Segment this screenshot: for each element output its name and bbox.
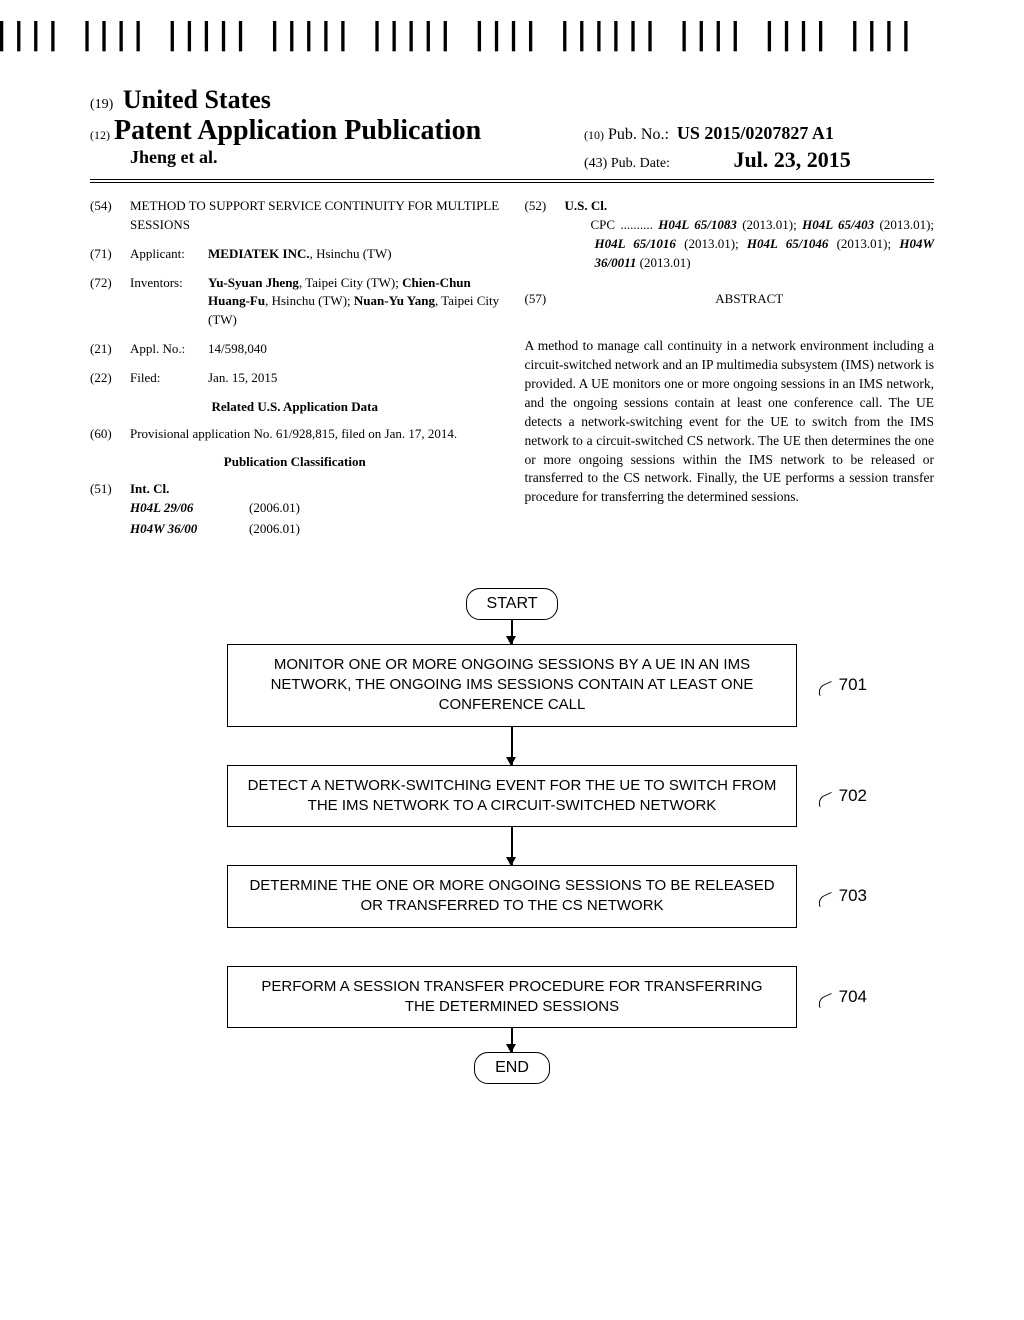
code-57: (57) (525, 290, 565, 309)
cpc4y: (2013.01); (837, 236, 892, 251)
flowchart-end: END (474, 1052, 550, 1084)
code-21: (21) (90, 340, 130, 359)
step2-box: DETECT A NETWORK-SWITCHING EVENT FOR THE… (227, 765, 797, 828)
biblio-right-col: (52) U.S. Cl. CPC .......... H04L 65/108… (525, 197, 935, 543)
code-72: (72) (90, 274, 130, 331)
header-block: (19) United States (12) Patent Applicati… (90, 85, 934, 173)
cpc3y: (2013.01); (684, 236, 739, 251)
code-60: (60) (90, 425, 130, 444)
provisional-item: (60) Provisional application No. 61/928,… (90, 425, 500, 444)
invention-title: METHOD TO SUPPORT SERVICE CONTINUITY FOR… (130, 197, 500, 235)
inventor1: Yu-Syuan Jheng (208, 275, 299, 290)
code-43: (43) (584, 156, 607, 171)
arrow-icon (511, 827, 513, 865)
code-22: (22) (90, 369, 130, 388)
step3-box: DETERMINE THE ONE OR MORE ONGOING SESSIO… (227, 865, 797, 928)
code-51: (51) (90, 480, 130, 541)
abstract-heading: ABSTRACT (565, 290, 935, 309)
appl-no-label: Appl. No.: (130, 340, 208, 359)
inventor3: Nuan-Yu Yang (354, 293, 435, 308)
step4-box: PERFORM A SESSION TRANSFER PROCEDURE FOR… (227, 966, 797, 1029)
cpc-prefix: CPC .......... (591, 217, 653, 232)
filed-label: Filed: (130, 369, 208, 388)
pub-no-label: Pub. No.: (608, 126, 669, 143)
cpc1y: (2013.01); (742, 217, 797, 232)
inventors-label: Inventors: (130, 274, 208, 331)
pub-date-label: Pub. Date: (611, 156, 670, 171)
code-10: (10) (584, 128, 604, 142)
publication-kind: Patent Application Publication (114, 115, 481, 146)
step1-box: MONITOR ONE OR MORE ONGOING SESSIONS BY … (227, 644, 797, 727)
flowchart-step-1: MONITOR ONE OR MORE ONGOING SESSIONS BY … (227, 644, 797, 727)
authors: Jheng et al. (90, 147, 584, 173)
applicant-loc: , Hsinchu (TW) (310, 246, 392, 261)
intcl-label: Int. Cl. (130, 480, 500, 499)
flowchart-start: START (466, 588, 559, 620)
code-52: (52) (525, 197, 565, 272)
filed-item: (22) Filed: Jan. 15, 2015 (90, 369, 500, 388)
flowchart-step-4: PERFORM A SESSION TRANSFER PROCEDURE FOR… (227, 966, 797, 1029)
inventor1-loc: , Taipei City (TW); (299, 275, 399, 290)
cpc1: H04L 65/1083 (658, 217, 737, 232)
pub-no: US 2015/0207827 A1 (677, 123, 834, 143)
cpc2: H04L 65/403 (802, 217, 874, 232)
flowchart-step-3: DETERMINE THE ONE OR MORE ONGOING SESSIO… (227, 865, 797, 928)
intcl2-code: H04W 36/00 (130, 520, 225, 539)
related-data-title: Related U.S. Application Data (90, 398, 500, 417)
step3-label: 703 (839, 886, 867, 906)
arrow-icon (511, 620, 513, 644)
applicant-label: Applicant: (130, 245, 208, 264)
intcl1-code: H04L 29/06 (130, 499, 225, 518)
applicant-name: MEDIATEK INC. (208, 246, 310, 261)
step4-label: 704 (839, 987, 867, 1007)
intcl1-year: (2006.01) (249, 499, 300, 518)
flowchart: START MONITOR ONE OR MORE ONGOING SESSIO… (90, 588, 934, 1084)
biblio-left-col: (54) METHOD TO SUPPORT SERVICE CONTINUIT… (90, 197, 500, 543)
barcode-text: US 20150207827A1 (0, 52, 914, 68)
cpc3: H04L 65/1016 (595, 236, 676, 251)
code-12: (12) (90, 128, 110, 142)
country-name: United States (123, 85, 271, 114)
divider-top2 (90, 182, 934, 183)
intcl-item: (51) Int. Cl. H04L 29/06 (2006.01) H04W … (90, 480, 500, 541)
provisional-text: Provisional application No. 61/928,815, … (130, 425, 500, 444)
applicant-item: (71) Applicant: MEDIATEK INC., Hsinchu (… (90, 245, 500, 264)
cpc-classifications: CPC .......... H04L 65/1083 (2013.01); H… (565, 216, 935, 273)
filed-date: Jan. 15, 2015 (208, 369, 500, 388)
flowchart-step-2: DETECT A NETWORK-SWITCHING EVENT FOR THE… (227, 765, 797, 828)
uscl-item: (52) U.S. Cl. CPC .......... H04L 65/108… (525, 197, 935, 272)
code-19: (19) (90, 97, 113, 112)
appl-no-item: (21) Appl. No.: 14/598,040 (90, 340, 500, 359)
title-item: (54) METHOD TO SUPPORT SERVICE CONTINUIT… (90, 197, 500, 235)
code-71: (71) (90, 245, 130, 264)
arrow-icon (511, 727, 513, 765)
barcode-block: |||||| |||||||| || |||||| |||| ||||| |||… (0, 20, 914, 68)
abstract-text: A method to manage call continuity in a … (525, 337, 935, 507)
cpc5y: (2013.01) (640, 255, 691, 270)
barcode-graphic: |||||| |||||||| || |||||| |||| ||||| |||… (0, 20, 914, 50)
cpc2y: (2013.01); (880, 217, 935, 232)
inventors-item: (72) Inventors: Yu-Syuan Jheng, Taipei C… (90, 274, 500, 331)
cpc4: H04L 65/1046 (747, 236, 828, 251)
pub-date: Jul. 23, 2015 (733, 147, 850, 172)
divider-top (90, 179, 934, 180)
pub-class-title: Publication Classification (90, 453, 500, 472)
inventor2-loc: , Hsinchu (TW); (265, 293, 351, 308)
intcl2-year: (2006.01) (249, 520, 300, 539)
bibliographic-data: (54) METHOD TO SUPPORT SERVICE CONTINUIT… (90, 197, 934, 543)
uscl-label: U.S. Cl. (565, 197, 935, 216)
appl-no: 14/598,040 (208, 340, 500, 359)
step2-label: 702 (839, 786, 867, 806)
arrow-icon (511, 1028, 513, 1052)
step1-label: 701 (839, 675, 867, 695)
code-54: (54) (90, 197, 130, 235)
